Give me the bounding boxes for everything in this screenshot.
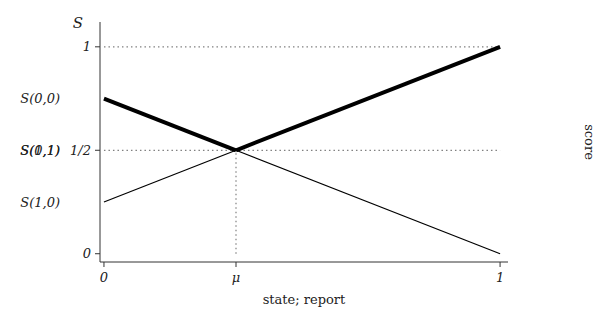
series-label: S(0,1) [20,143,60,158]
series-line [104,150,500,151]
y-tick [95,150,100,151]
x-tick-label: 1 [496,270,504,285]
y-tick-label: 0 [83,246,91,261]
series-line [104,46,500,47]
x-axis-line [100,262,508,263]
series-label: S(1,0) [20,195,60,210]
x-tick [500,262,501,267]
x-tick-label: 0 [100,270,108,285]
right-label: score [582,124,597,160]
series-line [235,150,236,253]
series-line [236,47,500,150]
series-label: S(0,0) [20,91,60,106]
chart: 0 μ 1 0 1/2 1 S(0,0) S(0,1) S(1,0) S(1,1) state; r… [0,0,600,312]
series-line [104,99,236,151]
y-tick-label: 1/2 [70,143,91,158]
series-labels: S(0,0) S(0,1) S(1,0) S(1,1) [20,91,60,209]
series-line [236,150,500,253]
x-axis-label: state; report [263,292,346,307]
series-label: S(1,1) [20,143,60,158]
x-tick [103,262,104,267]
y-axis-line [100,22,101,262]
series-line [104,150,236,202]
y-tick [95,253,100,254]
plot-lines [104,47,500,254]
x-tick-label: μ [232,270,240,285]
y-tick [95,46,100,47]
y-axis-label: S [73,14,83,32]
x-tick [236,262,237,267]
y-tick-label: 1 [83,39,91,54]
